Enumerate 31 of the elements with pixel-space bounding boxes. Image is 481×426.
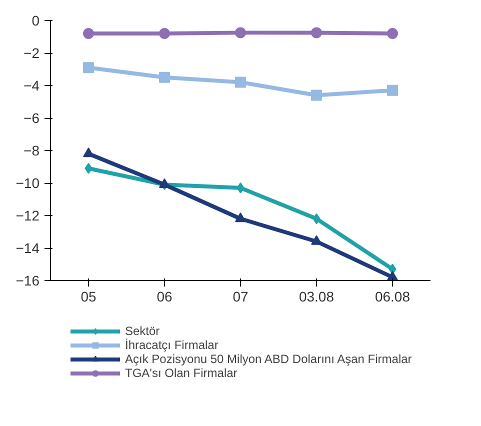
y-tick-label: −8 [24, 142, 40, 158]
x-tick-label: 07 [232, 288, 248, 304]
point [159, 72, 170, 83]
x-tick-label: 03.08 [298, 288, 334, 304]
x-tick-label: 06 [156, 288, 172, 304]
legend-label: Açık Pozisyonu 50 Milyon ABD Dolarını Aşan Firmalar [125, 352, 412, 366]
legend-label: Sektör [125, 324, 160, 338]
x-tick-label: 05 [80, 288, 96, 304]
point [387, 28, 398, 39]
point [83, 62, 94, 74]
point [387, 84, 398, 96]
y-tick-label: 0 [32, 12, 40, 28]
x-tick-label: 06.08 [374, 288, 410, 304]
y-tick-label: −14 [16, 240, 40, 256]
y-tick-label: −2 [24, 45, 40, 61]
y-tick-label: −16 [16, 272, 40, 288]
point [311, 235, 322, 245]
point [159, 28, 170, 39]
point [311, 27, 322, 38]
legend-label: İhracatçı Firmalar [125, 338, 218, 352]
point [235, 27, 246, 38]
legend-label: TGA'sı Olan Firmalar [125, 366, 238, 380]
point [235, 76, 246, 88]
y-tick-label: −4 [24, 78, 40, 94]
point [311, 90, 322, 101]
y-tick-label: −12 [16, 208, 40, 224]
point [83, 28, 94, 39]
y-tick-label: −10 [16, 175, 40, 191]
point [235, 212, 246, 222]
y-tick-label: −6 [24, 110, 40, 126]
point [83, 147, 94, 158]
